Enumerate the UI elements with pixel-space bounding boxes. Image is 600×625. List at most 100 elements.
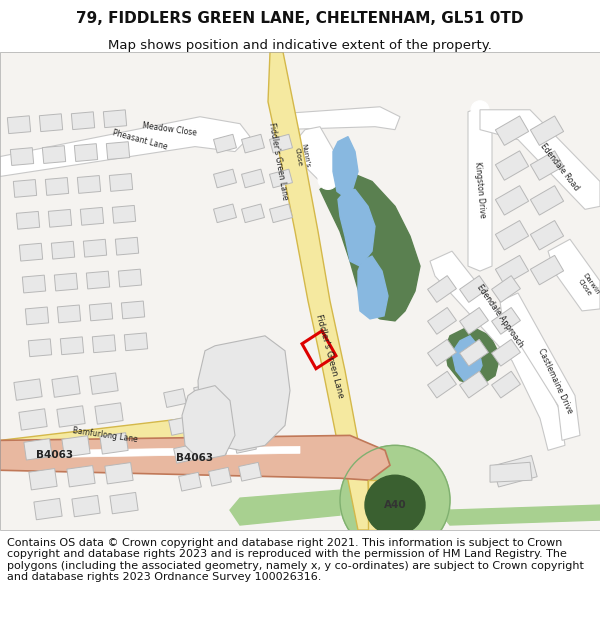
Polygon shape xyxy=(338,189,375,266)
Polygon shape xyxy=(333,137,358,196)
Polygon shape xyxy=(460,308,488,334)
Polygon shape xyxy=(106,142,130,159)
Polygon shape xyxy=(194,384,217,402)
Polygon shape xyxy=(230,490,340,525)
Polygon shape xyxy=(198,336,290,451)
Polygon shape xyxy=(530,221,563,250)
Polygon shape xyxy=(496,151,529,180)
Polygon shape xyxy=(0,52,600,530)
Polygon shape xyxy=(452,336,482,381)
Polygon shape xyxy=(43,146,65,164)
Text: Meadow Close: Meadow Close xyxy=(142,121,198,138)
Polygon shape xyxy=(57,406,85,427)
Polygon shape xyxy=(269,204,292,222)
Text: 79, FIDDLERS GREEN LANE, CHELTENHAM, GL51 0TD: 79, FIDDLERS GREEN LANE, CHELTENHAM, GL5… xyxy=(76,11,524,26)
Polygon shape xyxy=(49,209,71,227)
Polygon shape xyxy=(164,389,187,408)
Polygon shape xyxy=(460,276,488,302)
Polygon shape xyxy=(19,409,47,430)
Polygon shape xyxy=(92,335,116,352)
Polygon shape xyxy=(268,52,370,530)
Polygon shape xyxy=(199,412,221,431)
Polygon shape xyxy=(109,174,133,191)
Polygon shape xyxy=(278,107,400,129)
Circle shape xyxy=(340,446,450,555)
Polygon shape xyxy=(83,239,107,257)
Polygon shape xyxy=(530,186,563,215)
Text: Bamfurlong Lane: Bamfurlong Lane xyxy=(72,426,138,444)
Polygon shape xyxy=(530,256,563,285)
Polygon shape xyxy=(67,466,95,487)
Circle shape xyxy=(471,101,489,119)
Polygon shape xyxy=(22,275,46,293)
Polygon shape xyxy=(239,462,262,481)
Polygon shape xyxy=(496,186,529,215)
Polygon shape xyxy=(13,179,37,198)
Polygon shape xyxy=(179,472,202,491)
Text: Darwin
Close: Darwin Close xyxy=(575,272,600,300)
Text: Contains OS data © Crown copyright and database right 2021. This information is : Contains OS data © Crown copyright and d… xyxy=(7,538,584,582)
Polygon shape xyxy=(60,446,300,458)
Polygon shape xyxy=(368,480,382,530)
Polygon shape xyxy=(28,339,52,357)
Polygon shape xyxy=(55,273,77,291)
Polygon shape xyxy=(95,402,123,424)
Polygon shape xyxy=(214,204,236,222)
Polygon shape xyxy=(103,110,127,128)
Polygon shape xyxy=(52,241,74,259)
Polygon shape xyxy=(34,498,62,520)
Text: Fiddler's Green Lane: Fiddler's Green Lane xyxy=(267,122,289,201)
Polygon shape xyxy=(77,176,101,193)
Polygon shape xyxy=(500,293,580,441)
Polygon shape xyxy=(0,416,230,470)
Polygon shape xyxy=(29,469,57,490)
Polygon shape xyxy=(496,221,529,250)
Polygon shape xyxy=(430,251,565,451)
Polygon shape xyxy=(86,271,110,289)
Polygon shape xyxy=(229,407,251,426)
Polygon shape xyxy=(182,386,235,460)
Text: Castlemaine Drive: Castlemaine Drive xyxy=(536,347,574,414)
Polygon shape xyxy=(491,339,520,366)
Polygon shape xyxy=(72,496,100,517)
Polygon shape xyxy=(46,177,68,196)
Polygon shape xyxy=(460,339,488,366)
Polygon shape xyxy=(169,416,191,435)
Polygon shape xyxy=(89,303,113,321)
Polygon shape xyxy=(40,114,62,132)
Polygon shape xyxy=(530,116,563,146)
Polygon shape xyxy=(530,151,563,180)
Polygon shape xyxy=(203,439,226,458)
Polygon shape xyxy=(269,169,292,187)
Polygon shape xyxy=(115,238,139,255)
Polygon shape xyxy=(112,206,136,223)
Text: A40: A40 xyxy=(383,500,406,510)
Polygon shape xyxy=(58,305,80,322)
Polygon shape xyxy=(491,308,520,334)
Polygon shape xyxy=(269,134,292,153)
Polygon shape xyxy=(445,326,500,386)
Text: Edendale Road: Edendale Road xyxy=(539,141,581,192)
Polygon shape xyxy=(214,134,236,153)
Polygon shape xyxy=(490,462,532,482)
Polygon shape xyxy=(52,376,80,398)
Polygon shape xyxy=(61,337,83,354)
Polygon shape xyxy=(295,127,340,181)
Polygon shape xyxy=(0,436,390,480)
Polygon shape xyxy=(118,269,142,287)
Polygon shape xyxy=(74,144,98,161)
Polygon shape xyxy=(214,169,236,187)
Text: Fiddler's Green Lane: Fiddler's Green Lane xyxy=(314,312,346,399)
Polygon shape xyxy=(121,301,145,319)
Polygon shape xyxy=(428,308,457,334)
Polygon shape xyxy=(224,379,247,398)
Polygon shape xyxy=(100,432,128,454)
Polygon shape xyxy=(496,256,529,285)
Text: Kingston Drive: Kingston Drive xyxy=(473,161,487,218)
Polygon shape xyxy=(358,256,388,319)
Polygon shape xyxy=(428,371,457,398)
Text: Pheasant Lane: Pheasant Lane xyxy=(112,128,169,151)
Polygon shape xyxy=(428,276,457,302)
Polygon shape xyxy=(90,373,118,394)
Polygon shape xyxy=(242,204,265,222)
